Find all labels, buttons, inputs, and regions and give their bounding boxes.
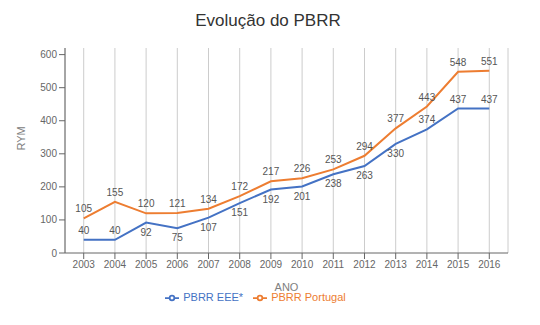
svg-text:ANO: ANO	[275, 281, 299, 293]
svg-text:377: 377	[387, 113, 404, 124]
svg-text:437: 437	[450, 94, 467, 105]
svg-text:2007: 2007	[197, 259, 220, 270]
svg-text:2016: 2016	[478, 259, 501, 270]
svg-text:263: 263	[356, 170, 373, 181]
svg-text:100: 100	[40, 214, 57, 225]
svg-text:226: 226	[294, 163, 311, 174]
html-text:PBRR Portugal: PBRR Portugal	[271, 291, 346, 303]
svg-text:201: 201	[294, 191, 311, 202]
svg-text:151: 151	[231, 207, 248, 218]
svg-text:2015: 2015	[447, 259, 470, 270]
svg-text:2004: 2004	[104, 259, 127, 270]
svg-text:40: 40	[78, 225, 90, 236]
svg-text:120: 120	[138, 198, 155, 209]
svg-text:300: 300	[40, 148, 57, 159]
svg-text:330: 330	[387, 148, 404, 159]
svg-text:105: 105	[75, 203, 92, 214]
svg-text:172: 172	[231, 181, 248, 192]
svg-text:437: 437	[481, 94, 498, 105]
svg-text:2003: 2003	[73, 259, 96, 270]
svg-text:500: 500	[40, 82, 57, 93]
svg-text:2010: 2010	[291, 259, 314, 270]
svg-text:2005: 2005	[135, 259, 158, 270]
svg-text:2013: 2013	[385, 259, 408, 270]
svg-text:548: 548	[450, 57, 467, 68]
svg-text:2006: 2006	[166, 259, 189, 270]
svg-text:217: 217	[263, 166, 280, 177]
svg-text:40: 40	[109, 225, 121, 236]
svg-text:92: 92	[141, 227, 153, 238]
html-text:Evolução do PBRR: Evolução do PBRR	[195, 11, 341, 30]
svg-text:238: 238	[325, 178, 342, 189]
svg-text:200: 200	[40, 181, 57, 192]
svg-text:443: 443	[419, 92, 436, 103]
svg-text:294: 294	[356, 141, 373, 152]
svg-text:121: 121	[169, 198, 186, 209]
svg-text:2012: 2012	[353, 259, 376, 270]
svg-text:400: 400	[40, 115, 57, 126]
svg-text:RYM: RYM	[15, 126, 27, 150]
svg-text:253: 253	[325, 154, 342, 165]
svg-text:155: 155	[107, 187, 124, 198]
svg-text:551: 551	[481, 56, 498, 67]
svg-text:107: 107	[200, 222, 217, 233]
svg-text:374: 374	[419, 114, 436, 125]
svg-text:600: 600	[40, 49, 57, 60]
svg-text:2009: 2009	[260, 259, 283, 270]
svg-text:0: 0	[51, 248, 57, 259]
svg-text:192: 192	[263, 194, 280, 205]
svg-text:2008: 2008	[229, 259, 252, 270]
svg-text:134: 134	[200, 194, 217, 205]
svg-text:2011: 2011	[323, 259, 345, 270]
svg-text:2014: 2014	[416, 259, 439, 270]
html-text:PBRR EEE*: PBRR EEE*	[183, 291, 244, 303]
svg-text:75: 75	[172, 232, 184, 243]
